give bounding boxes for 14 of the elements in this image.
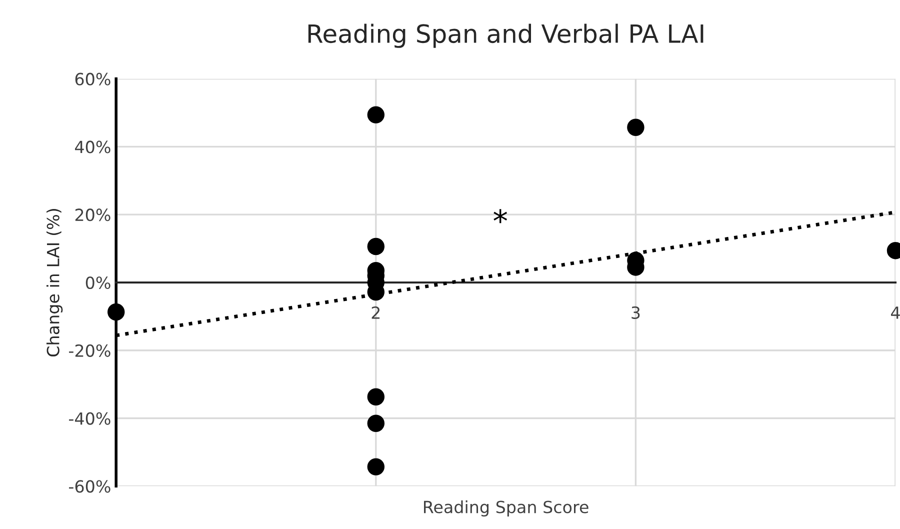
y-tick-label: 60% <box>75 72 110 86</box>
y-tick-label: -60% <box>68 480 110 493</box>
y-tick-label: 40% <box>75 140 110 154</box>
y-axis-title: Change in LAI (%) <box>46 209 63 356</box>
x-tick-label: 4 <box>891 306 900 319</box>
x-tick-label: 3 <box>632 306 640 319</box>
y-tick-label: -20% <box>68 344 110 357</box>
y-tick-label: 20% <box>75 208 110 222</box>
x-tick-label: 2 <box>372 306 380 319</box>
y-tick-label: 0% <box>86 276 110 290</box>
x-axis-title: Reading Span Score <box>424 500 588 517</box>
chart-title: Reading Span and Verbal PA LAI <box>308 24 704 48</box>
y-tick-label: -40% <box>68 412 110 425</box>
annotation: * <box>494 209 508 224</box>
